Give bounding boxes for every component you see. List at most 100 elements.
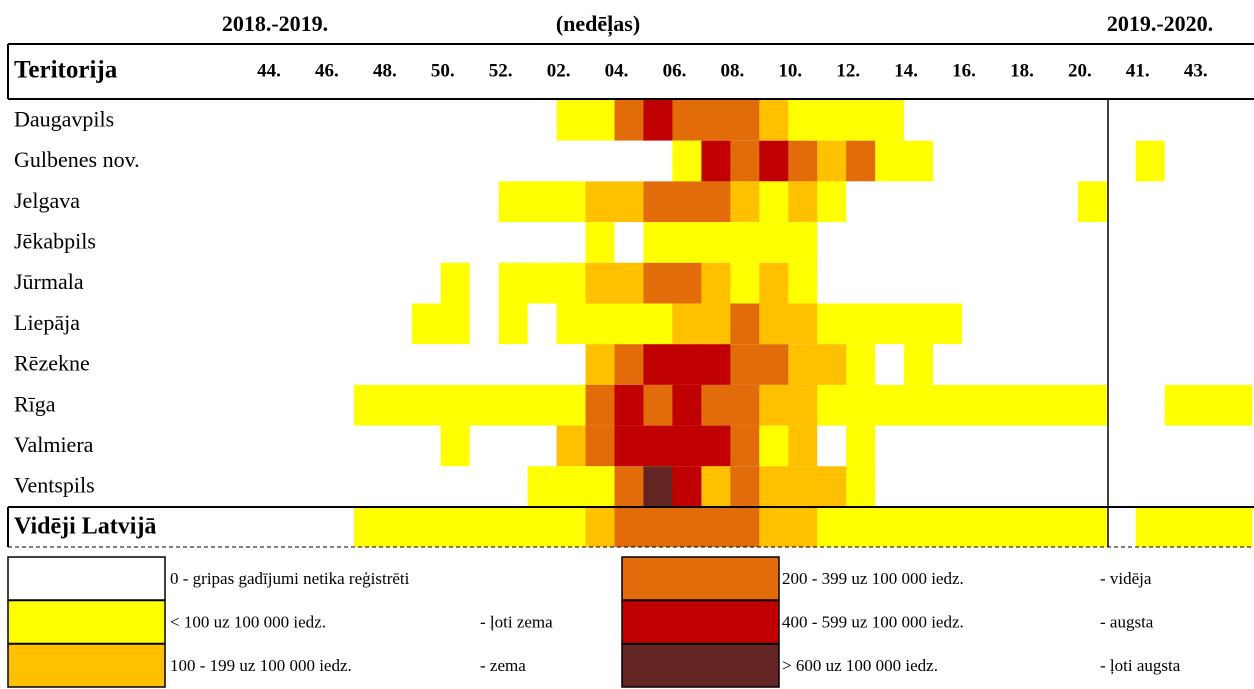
cell <box>1193 100 1224 141</box>
cell <box>991 222 1021 263</box>
cell <box>875 425 905 467</box>
cell <box>962 344 992 385</box>
cell <box>759 181 789 223</box>
cell <box>1019 384 1050 426</box>
cell <box>1135 100 1166 141</box>
cell <box>353 425 384 467</box>
cell <box>469 222 500 263</box>
cell <box>1048 507 1079 547</box>
cell <box>411 303 442 345</box>
cell <box>527 344 558 385</box>
cell <box>730 262 760 304</box>
cell <box>556 303 587 345</box>
legend-desc: - zema <box>480 656 526 675</box>
cell <box>267 507 297 547</box>
cell <box>788 303 818 345</box>
cell <box>991 100 1021 141</box>
cell <box>1077 425 1108 467</box>
cell <box>1193 303 1224 345</box>
cell <box>585 181 616 223</box>
cell <box>991 344 1021 385</box>
cell <box>875 100 905 141</box>
cell <box>267 384 297 426</box>
legend-desc: - ļoti zema <box>480 612 553 631</box>
cell <box>382 262 413 304</box>
cell <box>846 262 876 304</box>
cell <box>527 100 558 141</box>
cell <box>962 384 992 426</box>
cell <box>469 466 500 507</box>
cell <box>324 262 355 304</box>
cell <box>817 466 847 507</box>
cell <box>469 344 500 385</box>
cell <box>1077 303 1108 345</box>
cell <box>556 425 587 467</box>
cell <box>846 100 876 141</box>
cell <box>324 344 355 385</box>
cell <box>962 425 992 467</box>
territory-name: Rīga <box>14 391 56 416</box>
cell <box>904 222 934 263</box>
cell <box>1164 507 1195 547</box>
cell <box>1077 140 1108 182</box>
week-label: 12. <box>836 60 860 81</box>
cell <box>1106 222 1137 263</box>
territory-name: Daugavpils <box>14 106 114 131</box>
cell <box>788 466 818 507</box>
cell <box>382 303 413 345</box>
cell <box>411 344 442 385</box>
territory-name: Ventspils <box>14 473 95 498</box>
cell <box>875 344 905 385</box>
cell <box>730 222 760 263</box>
cell <box>1222 507 1253 547</box>
cell <box>324 384 355 426</box>
cell <box>904 344 934 385</box>
cell <box>672 262 702 304</box>
cell <box>527 222 558 263</box>
cell <box>1106 507 1137 547</box>
cell <box>817 140 847 182</box>
cell <box>1048 303 1079 345</box>
cell <box>701 100 731 141</box>
cell <box>817 507 847 547</box>
cell <box>1019 344 1050 385</box>
cell <box>1048 384 1079 426</box>
cell <box>1106 140 1137 182</box>
cell <box>527 466 558 507</box>
cell <box>933 222 963 263</box>
cell <box>643 466 674 507</box>
cell <box>411 507 442 547</box>
cell <box>527 303 558 345</box>
week-label: 44. <box>257 60 281 81</box>
cell <box>1048 425 1079 467</box>
cell <box>498 140 529 182</box>
cell <box>1193 384 1224 426</box>
cells <box>267 100 1253 547</box>
cell <box>498 466 529 507</box>
week-label: 43. <box>1184 60 1208 81</box>
cell <box>295 425 326 467</box>
cell <box>672 466 702 507</box>
cell <box>788 384 818 426</box>
week-label: 41. <box>1126 60 1150 81</box>
cell <box>759 140 789 182</box>
territory-name: Valmiera <box>14 432 94 457</box>
cell <box>1193 344 1224 385</box>
legend-text: 400 - 599 uz 100 000 iedz. <box>782 612 964 631</box>
cell <box>324 100 355 141</box>
cell <box>701 507 731 547</box>
cell <box>846 344 876 385</box>
cell <box>324 507 355 547</box>
cell <box>614 466 645 507</box>
cell <box>817 425 847 467</box>
cell <box>411 425 442 467</box>
cell <box>469 425 500 467</box>
cell <box>353 507 384 547</box>
cell <box>440 466 471 507</box>
cell <box>1048 222 1079 263</box>
cell <box>1106 262 1137 304</box>
cell <box>962 507 992 547</box>
cell <box>846 181 876 223</box>
cell <box>1135 384 1166 426</box>
